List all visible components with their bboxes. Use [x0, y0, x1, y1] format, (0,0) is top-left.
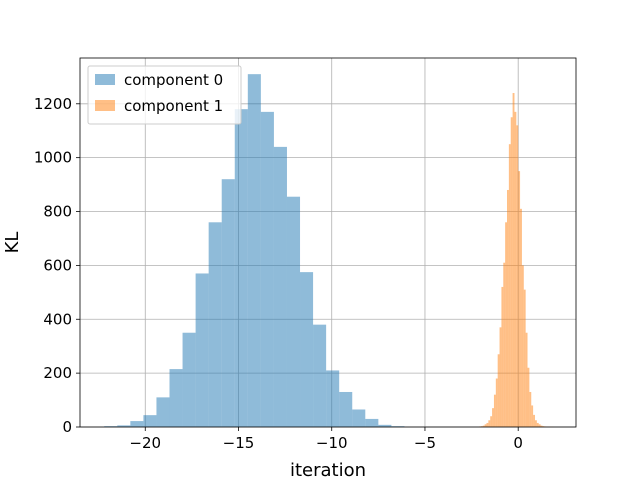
y-tick-label-0: 0 — [62, 418, 72, 436]
bar-component-0-bin-4 — [156, 397, 170, 427]
plot-frame — [79, 57, 577, 428]
bar-component-1-bin-26 — [527, 367, 530, 427]
histogram-bars — [104, 74, 554, 428]
bar-component-0-bin-14 — [286, 196, 301, 427]
legend-swatch-component-0 — [95, 74, 115, 85]
bar-component-0-bin-5 — [169, 369, 183, 427]
bar-component-0-bin-18 — [339, 391, 353, 427]
bar-component-1-bin-28 — [531, 405, 534, 427]
bar-component-0-bin-21 — [378, 424, 392, 427]
y-axis-label: KL — [2, 232, 23, 254]
bar-component-0-bin-7 — [195, 273, 209, 427]
bar-component-1-bin-16 — [508, 144, 511, 428]
bar-component-1-bin-4 — [486, 422, 489, 427]
x-tick-label-3: −5 — [414, 434, 436, 452]
bar-component-1-bin-18 — [512, 93, 515, 428]
bar-component-1-bin-31 — [536, 422, 539, 427]
bar-component-1-bin-32 — [538, 424, 541, 427]
bar-component-1-bin-14 — [505, 222, 508, 427]
y-tick-label-6: 1200 — [34, 95, 72, 113]
bar-component-1-bin-19 — [514, 111, 517, 427]
bar-component-0-bin-1 — [117, 425, 131, 427]
bar-component-1-bin-6 — [490, 416, 493, 427]
legend: component 0 component 1 — [87, 65, 242, 125]
bar-component-0-bin-15 — [300, 272, 314, 427]
bar-component-0-bin-16 — [313, 324, 327, 427]
bar-component-0-bin-2 — [130, 421, 144, 427]
legend-label-component-0: component 0 — [124, 71, 223, 89]
bar-component-1-bin-21 — [518, 171, 521, 427]
bar-component-1-bin-12 — [501, 286, 504, 427]
bar-component-1-bin-33 — [540, 425, 543, 427]
bar-component-0-bin-3 — [143, 415, 157, 427]
bar-component-1-bin-5 — [488, 420, 491, 427]
x-tick-label-0: −20 — [129, 434, 161, 452]
x-tick-label-4: 0 — [513, 434, 523, 452]
bar-component-1-bin-25 — [525, 332, 528, 427]
bar-component-1-bin-7 — [492, 408, 494, 427]
bar-component-1-bin-3 — [484, 424, 487, 427]
bar-component-0-bin-19 — [352, 409, 366, 427]
y-tick-label-2: 400 — [43, 310, 72, 328]
bar-component-1-bin-8 — [493, 394, 496, 427]
legend-label-component-1: component 1 — [124, 97, 223, 115]
bar-component-1-bin-17 — [510, 117, 513, 427]
y-axis-ticks: 0 200 400 600 800 1000 1200 — [34, 95, 80, 436]
bar-component-1-bin-10 — [497, 354, 500, 427]
y-tick-label-4: 800 — [43, 203, 72, 221]
bar-component-0-bin-6 — [182, 332, 196, 427]
bar-component-1-bin-11 — [499, 327, 502, 427]
bar-component-0-bin-11 — [247, 74, 261, 427]
x-tick-label-2: −10 — [316, 434, 348, 452]
y-tick-label-3: 600 — [43, 256, 72, 274]
bar-component-1-bin-15 — [507, 189, 509, 427]
x-axis-ticks: −20 −15 −10 −5 0 — [129, 427, 523, 452]
bar-component-0-bin-9 — [221, 179, 235, 427]
bar-component-0-bin-8 — [208, 222, 222, 427]
bar-component-1-bin-22 — [520, 208, 522, 427]
bar-component-0-bin-0 — [104, 426, 118, 427]
bar-component-0-bin-17 — [326, 370, 340, 427]
bar-component-1-bin-23 — [521, 265, 524, 427]
bar-component-1-bin-30 — [534, 420, 537, 427]
bar-component-0-bin-22 — [391, 426, 405, 427]
bar-component-0-bin-10 — [234, 109, 248, 428]
bar-component-1-bin-1 — [480, 426, 483, 427]
bar-component-1-bin-13 — [503, 262, 506, 427]
bar-component-1-bin-29 — [533, 414, 535, 427]
bar-component-1-bin-27 — [529, 391, 532, 427]
bar-component-1-bin-24 — [523, 289, 526, 427]
bar-component-0-bin-13 — [273, 146, 287, 427]
x-tick-label-1: −15 — [223, 434, 255, 452]
y-tick-label-5: 1000 — [34, 149, 72, 167]
legend-swatch-component-1 — [95, 100, 115, 111]
bar-component-1-bin-34 — [542, 426, 545, 427]
bar-component-0-bin-20 — [365, 418, 379, 427]
x-axis-label: iteration — [290, 460, 366, 480]
bar-component-0-bin-12 — [260, 111, 274, 427]
y-tick-label-1: 200 — [43, 364, 72, 382]
legend-box — [87, 65, 242, 125]
bar-component-1-bin-2 — [482, 425, 485, 427]
bar-component-1-bin-20 — [516, 125, 519, 428]
bar-component-1-bin-9 — [495, 378, 498, 427]
